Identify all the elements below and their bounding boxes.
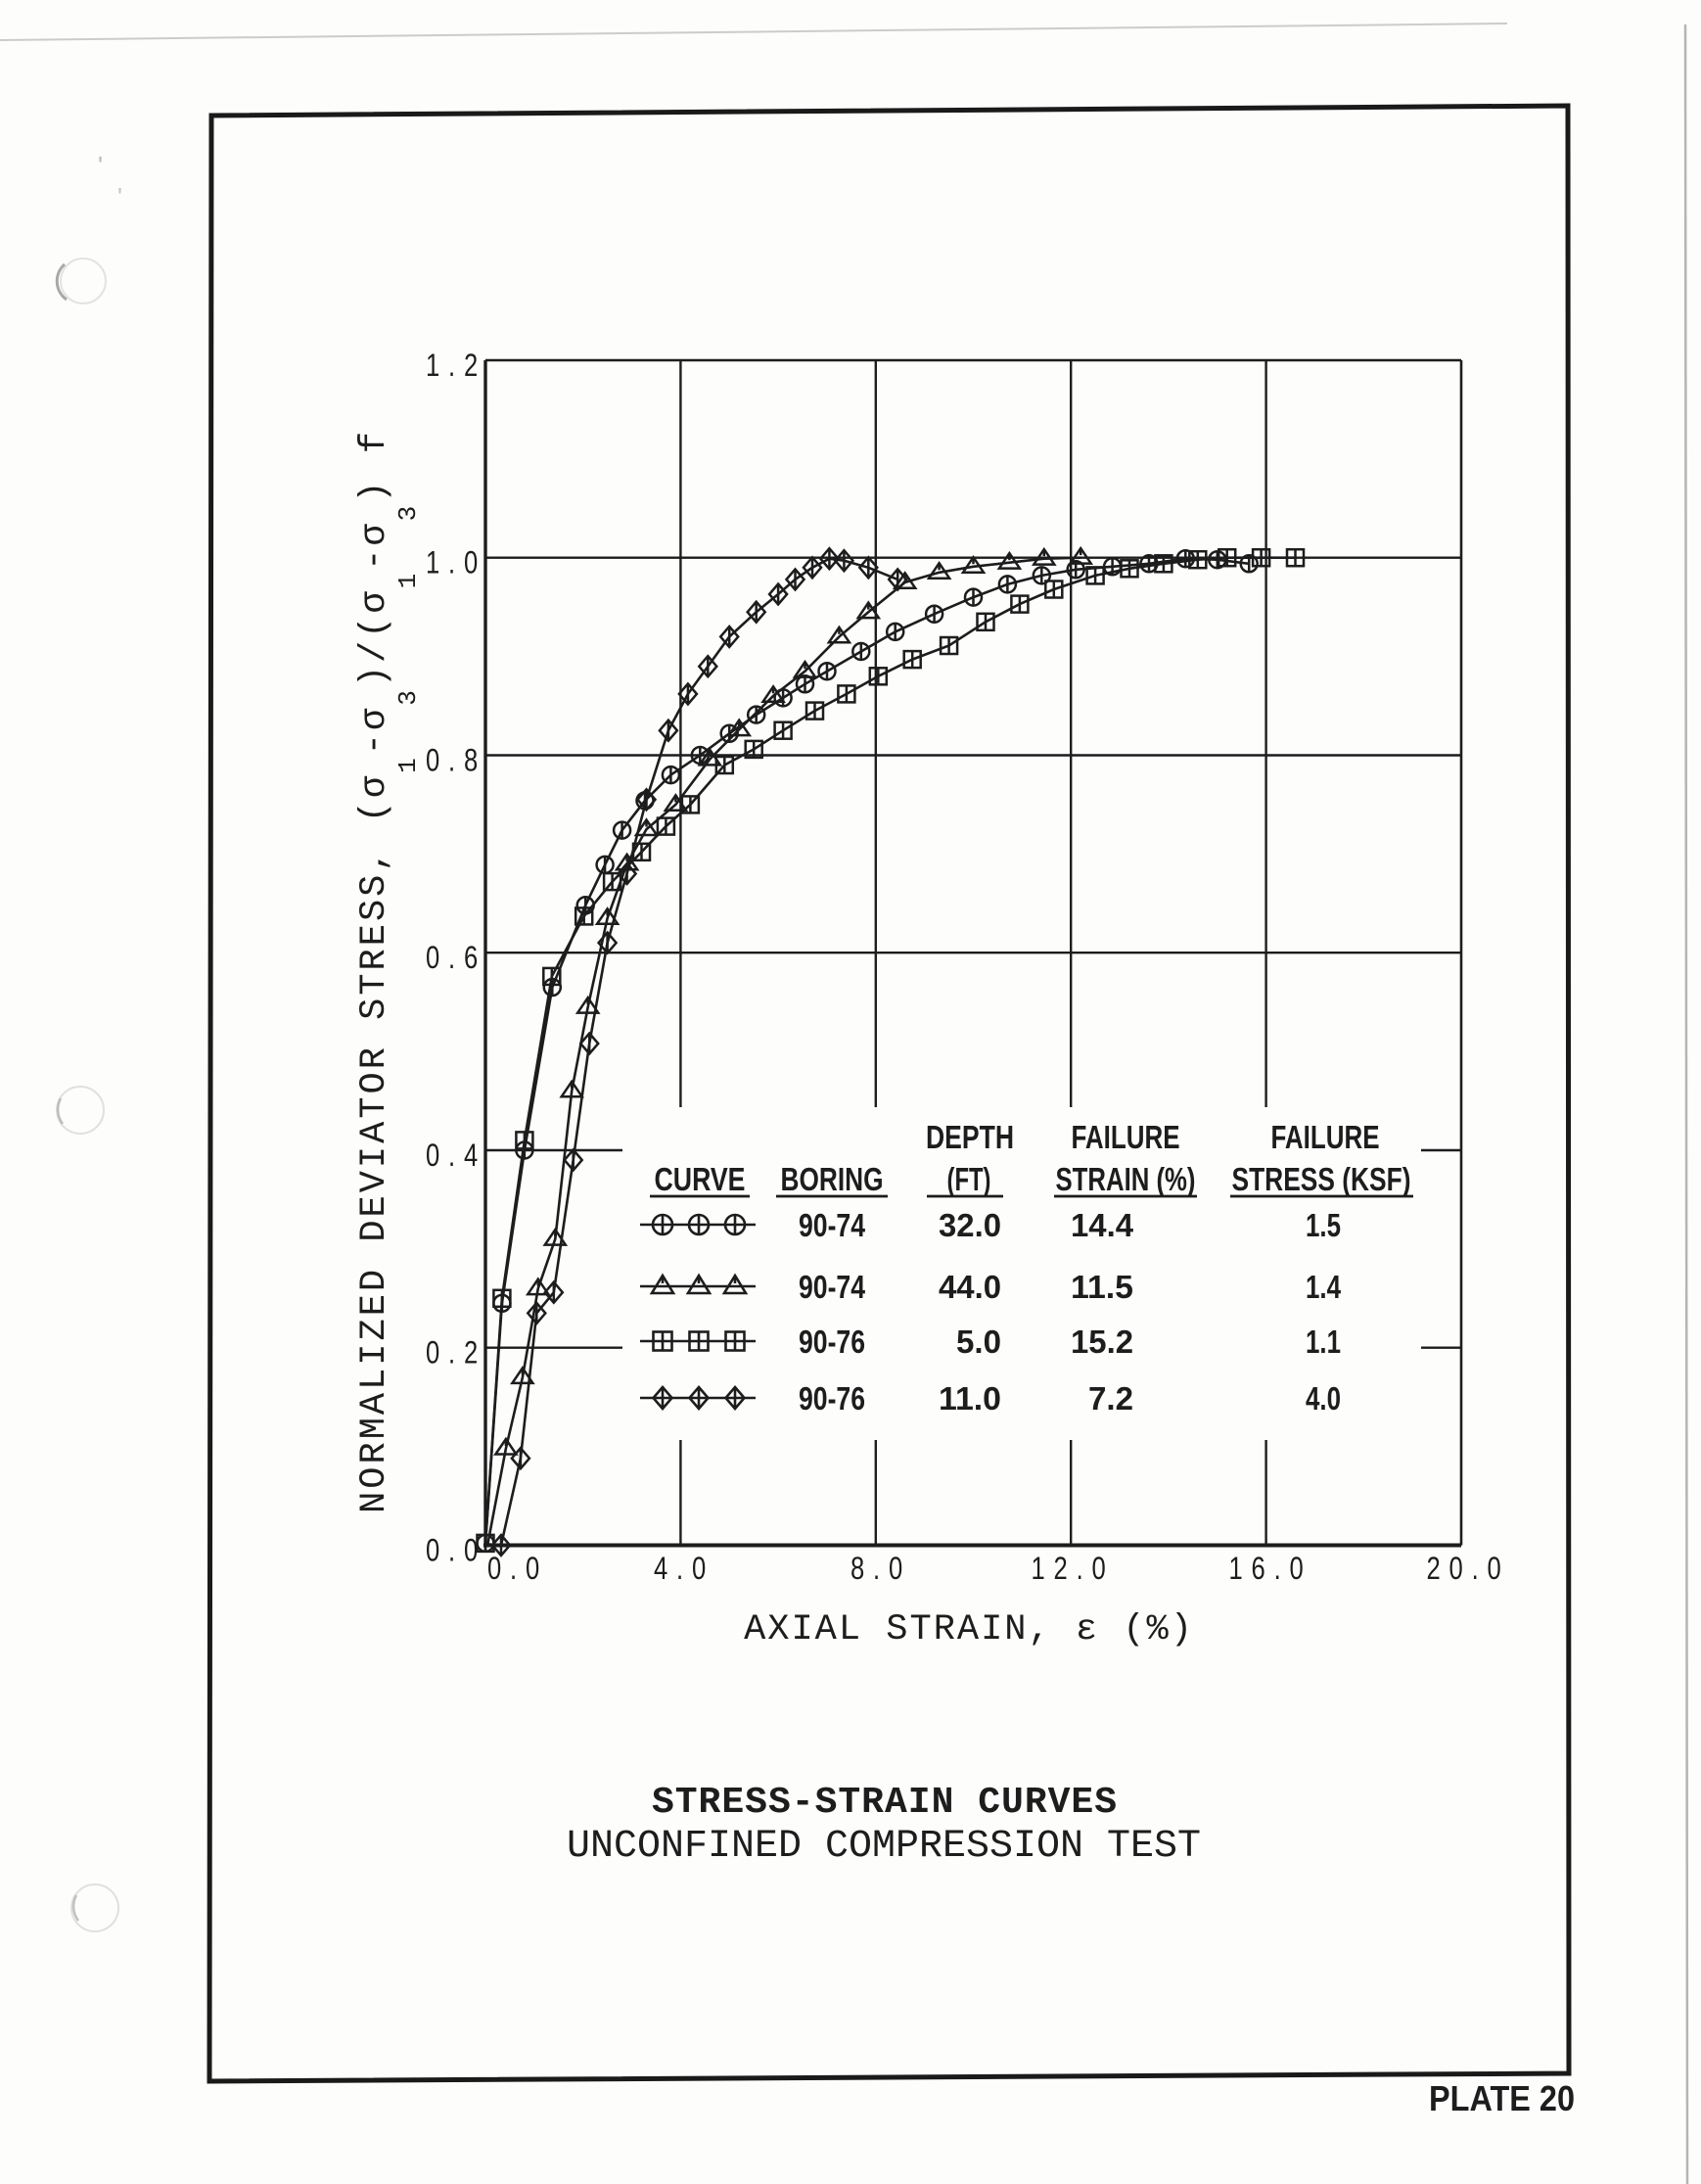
svg-text:1.4: 1.4 (1306, 1269, 1342, 1305)
svg-text:1.1: 1.1 (1306, 1324, 1341, 1360)
svg-text:8.0: 8.0 (850, 1552, 911, 1586)
svg-text:BORING: BORING (781, 1161, 884, 1197)
svg-text:FAILURE: FAILURE (1072, 1119, 1180, 1155)
svg-text:15.2: 15.2 (1071, 1324, 1133, 1360)
svg-text:20.0: 20.0 (1426, 1552, 1509, 1586)
svg-text:0.4: 0.4 (426, 1138, 486, 1173)
svg-text:16.0: 16.0 (1228, 1552, 1311, 1586)
svg-text:1.2: 1.2 (426, 349, 486, 383)
svg-text:AXIAL STRAIN, ε (%): AXIAL STRAIN, ε (%) (744, 1609, 1194, 1650)
svg-text:11.5: 11.5 (1071, 1269, 1133, 1305)
svg-text:CURVE: CURVE (655, 1161, 746, 1197)
svg-text:11.0: 11.0 (939, 1380, 1001, 1417)
svg-text:0.0: 0.0 (487, 1552, 548, 1586)
svg-text:DEPTH: DEPTH (926, 1119, 1014, 1155)
svg-text:': ' (117, 182, 122, 211)
svg-text:90-74: 90-74 (799, 1207, 866, 1243)
svg-text:STRESS (KSF): STRESS (KSF) (1232, 1161, 1411, 1197)
svg-text:44.0: 44.0 (939, 1269, 1001, 1305)
svg-text:32.0: 32.0 (939, 1207, 1001, 1243)
svg-text:0.6: 0.6 (426, 942, 486, 976)
svg-text:STRESS-STRAIN CURVES: STRESS-STRAIN CURVES (652, 1782, 1118, 1824)
svg-text:UNCONFINED COMPRESSION TEST: UNCONFINED COMPRESSION TEST (567, 1825, 1201, 1869)
svg-text:0.2: 0.2 (426, 1336, 486, 1371)
svg-text:1.0: 1.0 (426, 546, 486, 581)
svg-text:(FT): (FT) (947, 1161, 991, 1197)
svg-text:': ' (98, 151, 103, 180)
svg-text:FAILURE: FAILURE (1271, 1119, 1380, 1155)
svg-text:5.0: 5.0 (956, 1324, 1001, 1360)
svg-text:90-76: 90-76 (799, 1380, 865, 1417)
svg-text:1.5: 1.5 (1306, 1207, 1341, 1243)
svg-text:90-74: 90-74 (799, 1269, 866, 1305)
svg-text:4.0: 4.0 (654, 1552, 714, 1586)
svg-text:0.0: 0.0 (426, 1534, 486, 1568)
svg-text:12.0: 12.0 (1031, 1552, 1114, 1586)
svg-text:14.4: 14.4 (1071, 1207, 1134, 1243)
svg-text:0.8: 0.8 (426, 744, 486, 778)
svg-text:STRAIN (%): STRAIN (%) (1056, 1161, 1196, 1197)
svg-text:NORMALIZED DEVIATOR STRESS, (σ: NORMALIZED DEVIATOR STRESS, (σ1-σ3)/(σ1-… (354, 429, 423, 1513)
svg-text:4.0: 4.0 (1306, 1380, 1341, 1417)
svg-text:90-76: 90-76 (799, 1324, 865, 1360)
svg-text:PLATE 20: PLATE 20 (1429, 2078, 1575, 2118)
svg-text:7.2: 7.2 (1088, 1380, 1133, 1417)
